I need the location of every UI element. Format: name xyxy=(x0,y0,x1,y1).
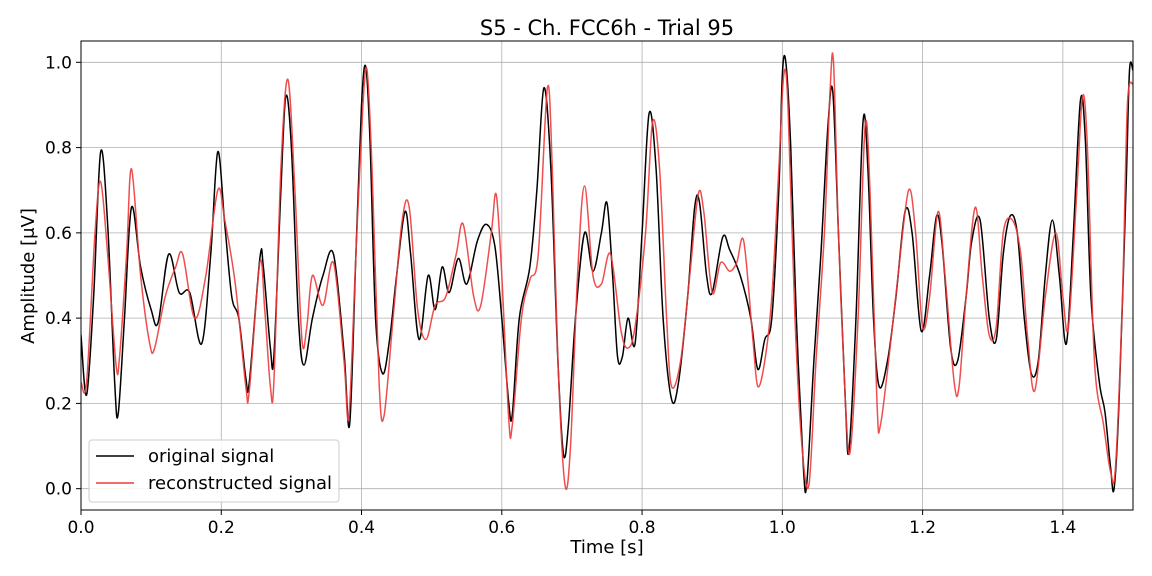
chart-title: S5 - Ch. FCC6h - Trial 95 xyxy=(480,16,734,40)
x-axis-ticks: 0.0 0.2 0.4 0.6 0.8 1.0 1.2 1.4 xyxy=(67,510,1076,538)
legend-label-reconstructed: reconstructed signal xyxy=(148,473,332,494)
x-tick-label: 0.4 xyxy=(348,518,375,538)
series-line-reconstructed xyxy=(81,52,1133,491)
y-axis-label: Amplitude [μV] xyxy=(18,208,39,344)
y-tick-label: 0.6 xyxy=(45,224,72,244)
y-tick-label: 0.0 xyxy=(45,480,72,500)
legend-box xyxy=(88,439,340,503)
x-tick-label: 0.0 xyxy=(67,518,94,538)
series-layer xyxy=(81,52,1133,494)
y-tick-label: 0.4 xyxy=(45,309,72,329)
legend: original signal reconstructed signal xyxy=(88,439,340,503)
y-axis-ticks: 0.0 0.2 0.4 0.6 0.8 1.0 xyxy=(45,53,81,500)
x-axis-label: Time [s] xyxy=(569,537,643,558)
x-tick-label: 1.2 xyxy=(909,518,936,538)
x-tick-label: 0.8 xyxy=(629,518,656,538)
y-tick-label: 1.0 xyxy=(45,53,72,73)
x-tick-label: 0.6 xyxy=(488,518,515,538)
y-tick-label: 0.2 xyxy=(45,394,72,414)
legend-label-original: original signal xyxy=(148,446,274,467)
y-tick-label: 0.8 xyxy=(45,139,72,159)
x-tick-label: 0.2 xyxy=(208,518,235,538)
plot-frame xyxy=(80,40,1134,511)
x-tick-label: 1.4 xyxy=(1049,518,1076,538)
x-tick-label: 1.0 xyxy=(769,518,796,538)
